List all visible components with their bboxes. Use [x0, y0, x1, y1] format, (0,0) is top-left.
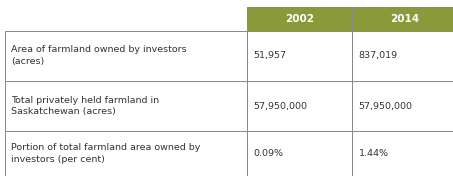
Bar	[247, 31, 352, 81]
Bar	[5, 31, 247, 81]
Text: 0.09%: 0.09%	[254, 149, 284, 158]
Bar	[247, 7, 352, 31]
Text: 837,019: 837,019	[359, 51, 398, 60]
Bar	[247, 81, 352, 131]
Text: 57,950,000: 57,950,000	[359, 102, 413, 111]
Text: 2014: 2014	[390, 14, 419, 24]
Bar	[352, 7, 453, 31]
Text: 51,957: 51,957	[254, 51, 287, 60]
Text: Portion of total farmland area owned by
investors (per cent): Portion of total farmland area owned by …	[11, 143, 201, 164]
Bar	[352, 131, 453, 176]
Text: 57,950,000: 57,950,000	[254, 102, 308, 111]
Text: Area of farmland owned by investors
(acres): Area of farmland owned by investors (acr…	[11, 45, 187, 66]
Bar	[247, 131, 352, 176]
Bar	[5, 131, 247, 176]
Text: 1.44%: 1.44%	[359, 149, 389, 158]
Bar	[352, 31, 453, 81]
Text: 2002: 2002	[285, 14, 314, 24]
Text: Total privately held farmland in
Saskatchewan (acres): Total privately held farmland in Saskatc…	[11, 96, 159, 117]
Bar	[352, 81, 453, 131]
Bar	[5, 81, 247, 131]
